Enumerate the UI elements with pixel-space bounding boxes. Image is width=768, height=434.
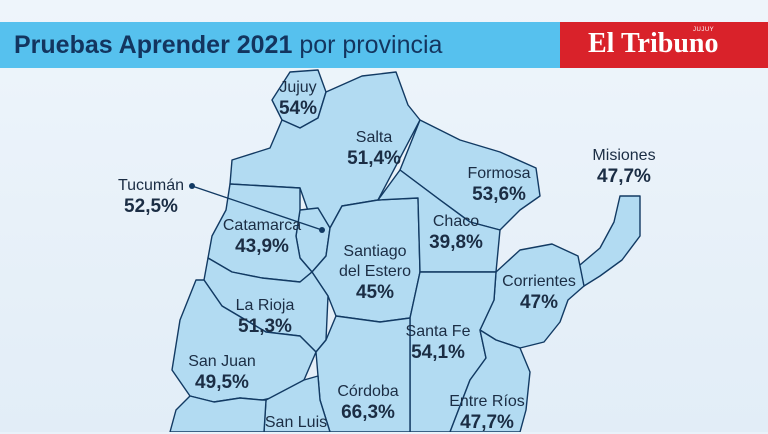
label-larioja-value: 51,3% (238, 316, 292, 337)
label-misiones: Misiones 47,7% (592, 146, 655, 188)
page-title: Pruebas Aprender 2021 por provincia (14, 31, 442, 60)
label-corrientes-value: 47% (519, 292, 559, 313)
label-catamarca: Catamarca 43,9% (223, 216, 301, 258)
label-sanjuan: San Juan 49,5% (188, 352, 256, 394)
province-chaco[interactable] (377, 169, 501, 273)
title-bar: Pruebas Aprender 2021 por provincia (0, 22, 560, 68)
label-salta: Salta 51,4% (347, 128, 401, 170)
label-santiago: Santiago del Estero 45% (339, 242, 411, 304)
province-misiones[interactable] (573, 195, 641, 287)
brand-logo: El Tribuno JUJUY (560, 22, 768, 68)
label-santafe-value: 54,1% (411, 342, 465, 363)
label-salta-value: 51,4% (347, 148, 401, 169)
tucuman-leader-line (191, 185, 323, 231)
label-tucuman-value: 52,5% (124, 196, 178, 217)
label-chaco: Chaco 39,8% (429, 212, 483, 254)
label-tucuman-name: Tucumán (117, 177, 185, 194)
tucuman-leader-end (319, 227, 325, 233)
label-corrientes-name: Corrientes (502, 273, 576, 290)
label-misiones-value: 47,7% (597, 166, 651, 187)
label-jujuy-name: Jujuy (279, 79, 317, 96)
title-bold: Pruebas Aprender 2021 (14, 31, 293, 59)
label-cordoba-name: Córdoba (337, 383, 399, 400)
brand-name: El Tribuno (588, 28, 719, 59)
label-sanjuan-name: San Juan (188, 353, 256, 370)
province-sanluis[interactable] (263, 375, 331, 432)
label-larioja-name: La Rioja (235, 297, 295, 314)
label-formosa-value: 53,6% (472, 184, 526, 205)
label-formosa-name: Formosa (467, 165, 531, 182)
label-santafe-name: Santa Fe (405, 323, 471, 340)
label-santafe: Santa Fe 54,1% (406, 322, 471, 364)
label-santiago-name2: del Estero (338, 263, 412, 280)
label-sanluis: San Luis (265, 413, 327, 433)
label-formosa: Formosa 53,6% (467, 164, 530, 206)
label-cordoba: Córdoba 66,3% (337, 382, 398, 424)
province-entrerios[interactable] (449, 329, 531, 432)
label-sanjuan-value: 49,5% (195, 372, 249, 393)
label-entrerios-value: 47,7% (460, 412, 514, 433)
tucuman-leader-start (189, 183, 195, 189)
title-rest: por provincia (299, 31, 443, 59)
header: Pruebas Aprender 2021 por provincia El T… (0, 22, 768, 68)
label-jujuy-value: 54% (278, 98, 318, 119)
label-tucuman: Tucumán 52,5% (118, 176, 184, 218)
label-jujuy: Jujuy 54% (279, 78, 317, 120)
label-chaco-name: Chaco (432, 213, 480, 230)
label-santiago-value: 45% (355, 282, 395, 303)
label-corrientes: Corrientes 47% (502, 272, 576, 314)
label-misiones-name: Misiones (592, 147, 656, 164)
label-chaco-value: 39,8% (429, 232, 483, 253)
label-entrerios: Entre Ríos 47,7% (449, 392, 525, 434)
label-entrerios-name: Entre Ríos (449, 393, 525, 410)
label-catamarca-value: 43,9% (235, 236, 289, 257)
label-sanluis-name: San Luis (264, 414, 328, 431)
brand-subtitle: JUJUY (693, 27, 715, 33)
label-larioja: La Rioja 51,3% (236, 296, 295, 338)
label-salta-name: Salta (355, 129, 393, 146)
label-cordoba-value: 66,3% (341, 402, 395, 423)
label-santiago-name1: Santiago (343, 243, 407, 260)
label-catamarca-name: Catamarca (222, 217, 302, 234)
province-mendoza[interactable] (169, 395, 267, 432)
